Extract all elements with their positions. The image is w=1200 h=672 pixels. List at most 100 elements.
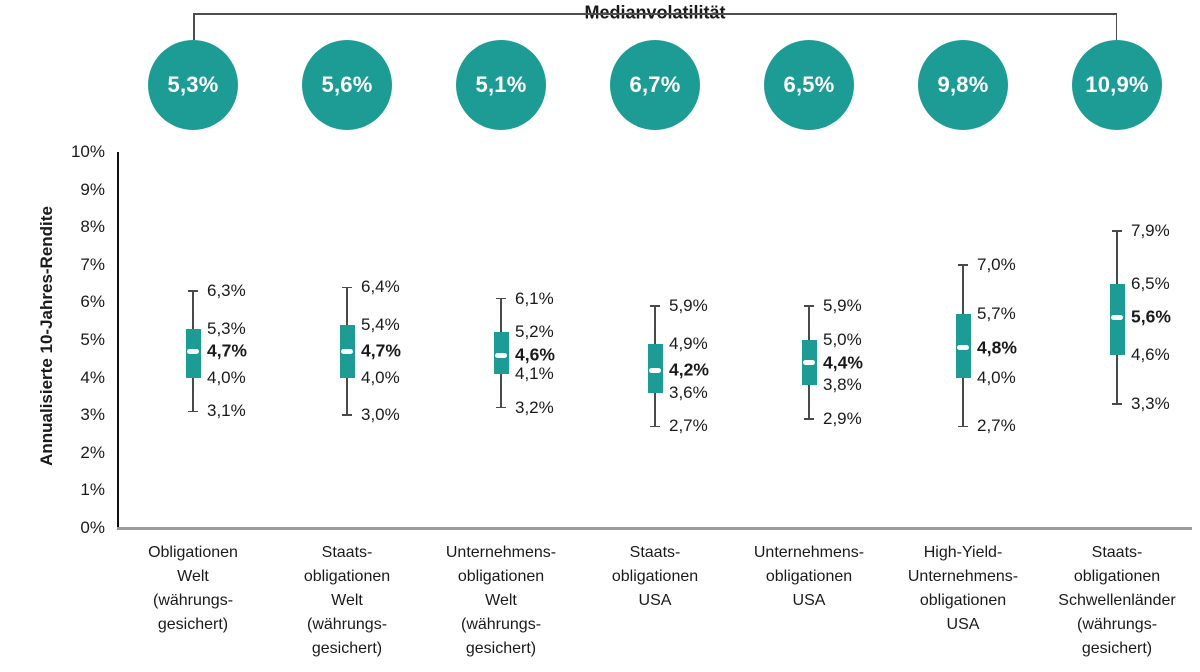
category-label-line: gesichert): [157, 616, 229, 633]
category-label-line: Welt: [485, 592, 517, 609]
category-label-line: Unternehmens-: [907, 568, 1019, 585]
category-label-line: gesichert): [311, 640, 383, 657]
category-label-line: Obligationen: [148, 544, 238, 561]
category-label-line: Unternehmens-: [753, 544, 865, 561]
value-label-median: 4,6%: [515, 344, 555, 365]
median-volatility-circle: 6,5%: [764, 40, 854, 130]
y-tick-label: 3%: [80, 405, 105, 425]
median-volatility-circle: 5,1%: [456, 40, 546, 130]
y-tick-label: 7%: [80, 254, 105, 274]
whisker-cap-bottom: [342, 414, 352, 416]
value-label-min: 2,9%: [823, 408, 862, 428]
category-label: Staats-obligationen Schwellenländer (währu…: [1032, 541, 1200, 661]
y-tick-label: 10%: [70, 142, 105, 161]
value-label-min: 2,7%: [977, 416, 1016, 436]
y-tick-label: 0%: [80, 518, 105, 537]
median-volatility-value: 10,9%: [1085, 72, 1149, 97]
value-label-q3: 6,5%: [1131, 273, 1170, 293]
value-label-max: 7,9%: [1131, 220, 1170, 240]
category-label-line: obligationen: [611, 568, 699, 585]
whisker-cap-top: [342, 286, 352, 289]
value-label-q1: 4,0%: [361, 367, 400, 387]
median-dash: [649, 367, 661, 373]
category-label-line: (währungs-: [152, 592, 234, 609]
whisker-cap-top: [650, 305, 660, 307]
median-volatility-circle: 5,3%: [148, 40, 238, 130]
category-label-line: Unternehmens-: [445, 544, 557, 561]
category-label-line: obligationen: [303, 568, 391, 585]
category-label: Obligationen Welt (währungs-gesichert): [108, 541, 278, 637]
value-label-min: 3,2%: [515, 397, 554, 417]
category-label-line: gesichert): [465, 640, 537, 657]
value-label-min: 2,7%: [669, 416, 708, 436]
category-label-line: (währungs-: [306, 616, 388, 633]
median-dash: [495, 352, 507, 358]
median-volatility-value: 5,3%: [167, 72, 219, 97]
category-label-line: obligationen: [765, 568, 853, 585]
category-label-line: (währungs-: [1076, 616, 1158, 633]
median-dash: [957, 345, 969, 351]
category-label-line: USA: [792, 592, 826, 609]
category-label-line: Schwellenländer: [1058, 592, 1176, 609]
category-label-line: obligationen: [919, 592, 1007, 609]
median-volatility-value: 9,8%: [937, 72, 989, 97]
y-tick-label: 6%: [80, 292, 105, 312]
y-tick-label: 1%: [80, 480, 105, 500]
whisker-cap-top: [1112, 230, 1122, 232]
median-volatility-circle: 6,7%: [610, 40, 700, 130]
value-label-q1: 3,8%: [823, 375, 862, 395]
whisker-cap-top: [958, 264, 968, 266]
y-tick-label: 9%: [80, 179, 105, 199]
value-label-q1: 3,6%: [669, 382, 708, 402]
whisker-cap-bottom: [188, 410, 198, 413]
category-label-line: Staats-: [321, 544, 373, 561]
value-label-q1: 4,0%: [977, 367, 1016, 387]
bracket-horizontal-line: [193, 13, 1117, 15]
value-label-q3: 5,4%: [361, 314, 400, 334]
category-label-line: Staats-: [629, 544, 681, 561]
median-volatility-circle: 5,6%: [302, 40, 392, 130]
value-label-median: 4,4%: [823, 352, 863, 373]
category-label: Staats-obligationen USA: [570, 541, 740, 613]
category-label: High-Yield- Unternehmens-obligationen USA: [878, 541, 1048, 637]
category-label-line: USA: [946, 616, 980, 633]
value-label-median: 4,7%: [207, 340, 247, 361]
median-dash: [803, 360, 815, 366]
value-label-median: 4,2%: [669, 359, 709, 380]
whisker-cap-top: [496, 297, 506, 300]
value-label-median: 4,7%: [361, 340, 401, 361]
median-dash: [341, 348, 353, 354]
category-label-line: gesichert): [1081, 640, 1153, 657]
category-label-line: obligationen: [457, 568, 545, 585]
value-label-q1: 4,1%: [515, 363, 554, 383]
median-volatility-value: 6,7%: [629, 72, 681, 97]
y-tick-label: 4%: [80, 367, 105, 387]
y-tick-label: 5%: [80, 330, 105, 349]
whisker-cap-bottom: [958, 425, 968, 428]
x-axis-line: [117, 527, 1192, 530]
value-label-q1: 4,0%: [207, 367, 246, 387]
value-label-max: 6,1%: [515, 288, 554, 308]
value-label-max: 6,4%: [361, 277, 400, 297]
whisker-cap-top: [804, 305, 814, 307]
value-label-max: 5,9%: [823, 296, 862, 316]
category-label-line: High-Yield-: [923, 544, 1003, 561]
median-volatility-value: 6,5%: [783, 72, 835, 97]
category-label-line: Welt: [331, 592, 363, 609]
bracket-right-drop: [1115, 13, 1117, 40]
y-tick-label: 2%: [80, 442, 105, 462]
category-label-line: USA: [638, 592, 672, 609]
median-dash: [1111, 314, 1123, 320]
median-volatility-circle: 10,9%: [1072, 40, 1162, 130]
value-label-min: 3,0%: [361, 405, 400, 425]
value-label-q3: 5,0%: [823, 330, 862, 349]
value-label-q3: 5,3%: [207, 318, 246, 338]
value-label-q3: 5,7%: [977, 303, 1016, 323]
value-label-min: 3,3%: [1131, 393, 1170, 413]
value-label-q1: 4,6%: [1131, 345, 1170, 365]
y-axis-line: [117, 152, 119, 530]
median-volatility-bracket: Medianvolatilität: [193, 0, 1117, 40]
value-label-q3: 5,2%: [515, 322, 554, 342]
y-tick-label: 8%: [80, 217, 105, 237]
whisker-cap-bottom: [650, 425, 660, 428]
